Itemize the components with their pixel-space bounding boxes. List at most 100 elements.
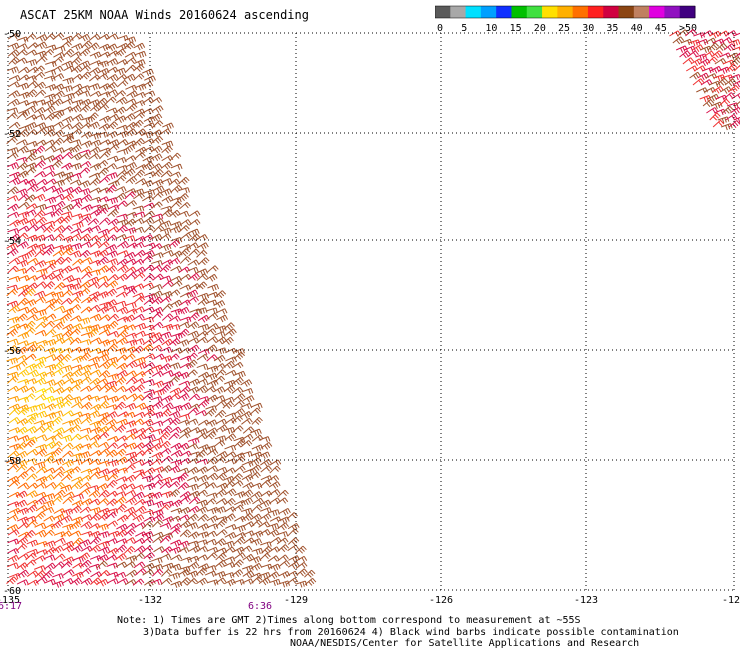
wind-barb-flag [139, 206, 142, 212]
wind-barb [60, 347, 70, 354]
wind-barb-flag [139, 364, 143, 370]
wind-barb-flag [41, 450, 46, 456]
wind-barb [133, 192, 142, 200]
wind-barb-flag [68, 338, 73, 343]
wind-barb-flag [14, 152, 19, 158]
wind-barb-flag [60, 318, 63, 325]
wind-barb-flag [30, 35, 35, 40]
wind-barb-flag [141, 378, 146, 383]
wind-barb [27, 42, 36, 50]
wind-barb [152, 185, 162, 192]
wind-barb-flag [130, 53, 135, 59]
wind-barb [144, 171, 154, 177]
wind-barb-flag [50, 274, 55, 279]
wind-barb-flag [10, 302, 14, 308]
wind-barb-flag [79, 443, 84, 449]
wind-barb-flag [195, 242, 199, 248]
wind-barb-flag [148, 109, 152, 115]
wind-barb-flag [96, 405, 100, 411]
wind-barb-flag [158, 219, 162, 225]
wind-barb [169, 426, 179, 434]
wind-barb [26, 100, 36, 106]
wind-barb [89, 139, 100, 145]
wind-barb-flag [241, 465, 246, 471]
wind-barb-flag [31, 288, 36, 293]
wind-barb-flag [35, 66, 39, 72]
wind-barb-flag [112, 307, 116, 313]
wind-barb-flag [89, 257, 93, 263]
wind-barb-flag [69, 162, 73, 168]
wind-barb [159, 384, 168, 393]
wind-barb [143, 264, 152, 272]
wind-barb-flag [275, 475, 280, 480]
wind-barb-flag [50, 524, 54, 530]
wind-barb-flag [77, 115, 82, 121]
wind-barb-flag [151, 138, 155, 144]
wind-barb [116, 273, 126, 281]
wind-barb-flag [112, 251, 116, 257]
wind-barb [89, 51, 100, 57]
wind-barb-flag [151, 475, 154, 481]
wind-barb [106, 197, 117, 202]
wind-barb-flag [181, 332, 186, 337]
wind-barb-flag [95, 468, 99, 474]
wind-barb-flag [140, 372, 144, 378]
wind-barb-flag [156, 244, 161, 250]
wind-barb-flag [204, 489, 208, 495]
wind-barb-flag [122, 338, 126, 344]
wind-barb-flag [232, 328, 237, 334]
wind-barb-flag [192, 243, 197, 249]
wind-barb-flag [104, 469, 108, 475]
wind-barb [36, 55, 45, 64]
wind-barb-flag [141, 313, 145, 319]
wind-barb-flag [173, 377, 179, 383]
wind-barb-flag [104, 450, 109, 455]
wind-barb-flag [119, 228, 125, 233]
wind-barb [171, 476, 181, 481]
wind-barb-flag [52, 493, 56, 499]
wind-barb-flag [48, 414, 52, 420]
wind-barb-flag [24, 308, 28, 314]
wind-barb [177, 467, 188, 473]
wind-barb-flag [21, 292, 26, 298]
wind-barb [215, 466, 226, 472]
wind-barb-flag [86, 104, 91, 110]
wind-barb [79, 149, 89, 154]
wind-barb-flag [258, 491, 263, 496]
wind-barb-flag [43, 482, 47, 488]
wind-barb [168, 376, 177, 384]
wind-barb-flag [157, 365, 161, 371]
wind-barb-flag [67, 444, 72, 449]
wind-barb-flag [168, 220, 172, 226]
wind-barb-flag [172, 421, 177, 426]
wind-barb-flag [76, 140, 79, 146]
wind-barb [160, 178, 171, 184]
wind-barb-flag [154, 494, 158, 500]
wind-barb-flag [228, 436, 233, 442]
wind-barb-flag [86, 428, 90, 434]
wind-barb-flag [130, 435, 135, 440]
wind-barb-flag [118, 405, 123, 410]
wind-barb-flag [272, 511, 275, 517]
wind-barb-flag [186, 386, 191, 391]
wind-barb-flag [169, 280, 174, 285]
wind-barb [80, 140, 91, 146]
wind-barb-flag [34, 80, 39, 86]
wind-barb-flag [79, 163, 82, 169]
wind-barb [240, 450, 251, 456]
wind-barb [215, 418, 225, 425]
wind-barb-flag [120, 378, 125, 384]
wind-barb-flag [13, 34, 18, 40]
wind-barb-flag [172, 341, 177, 346]
wind-barb-flag [56, 497, 62, 503]
wind-barb-flag [61, 225, 66, 230]
wind-barb-flag [29, 507, 34, 513]
wind-barb-flag [262, 453, 266, 459]
wind-barb-flag [142, 412, 146, 417]
wind-barb [35, 274, 45, 280]
wind-barb-flag [10, 251, 15, 257]
wind-barb [79, 339, 90, 344]
wind-barb-flag [147, 235, 152, 241]
wind-barb [168, 489, 177, 497]
wind-barb-flag [58, 159, 63, 165]
